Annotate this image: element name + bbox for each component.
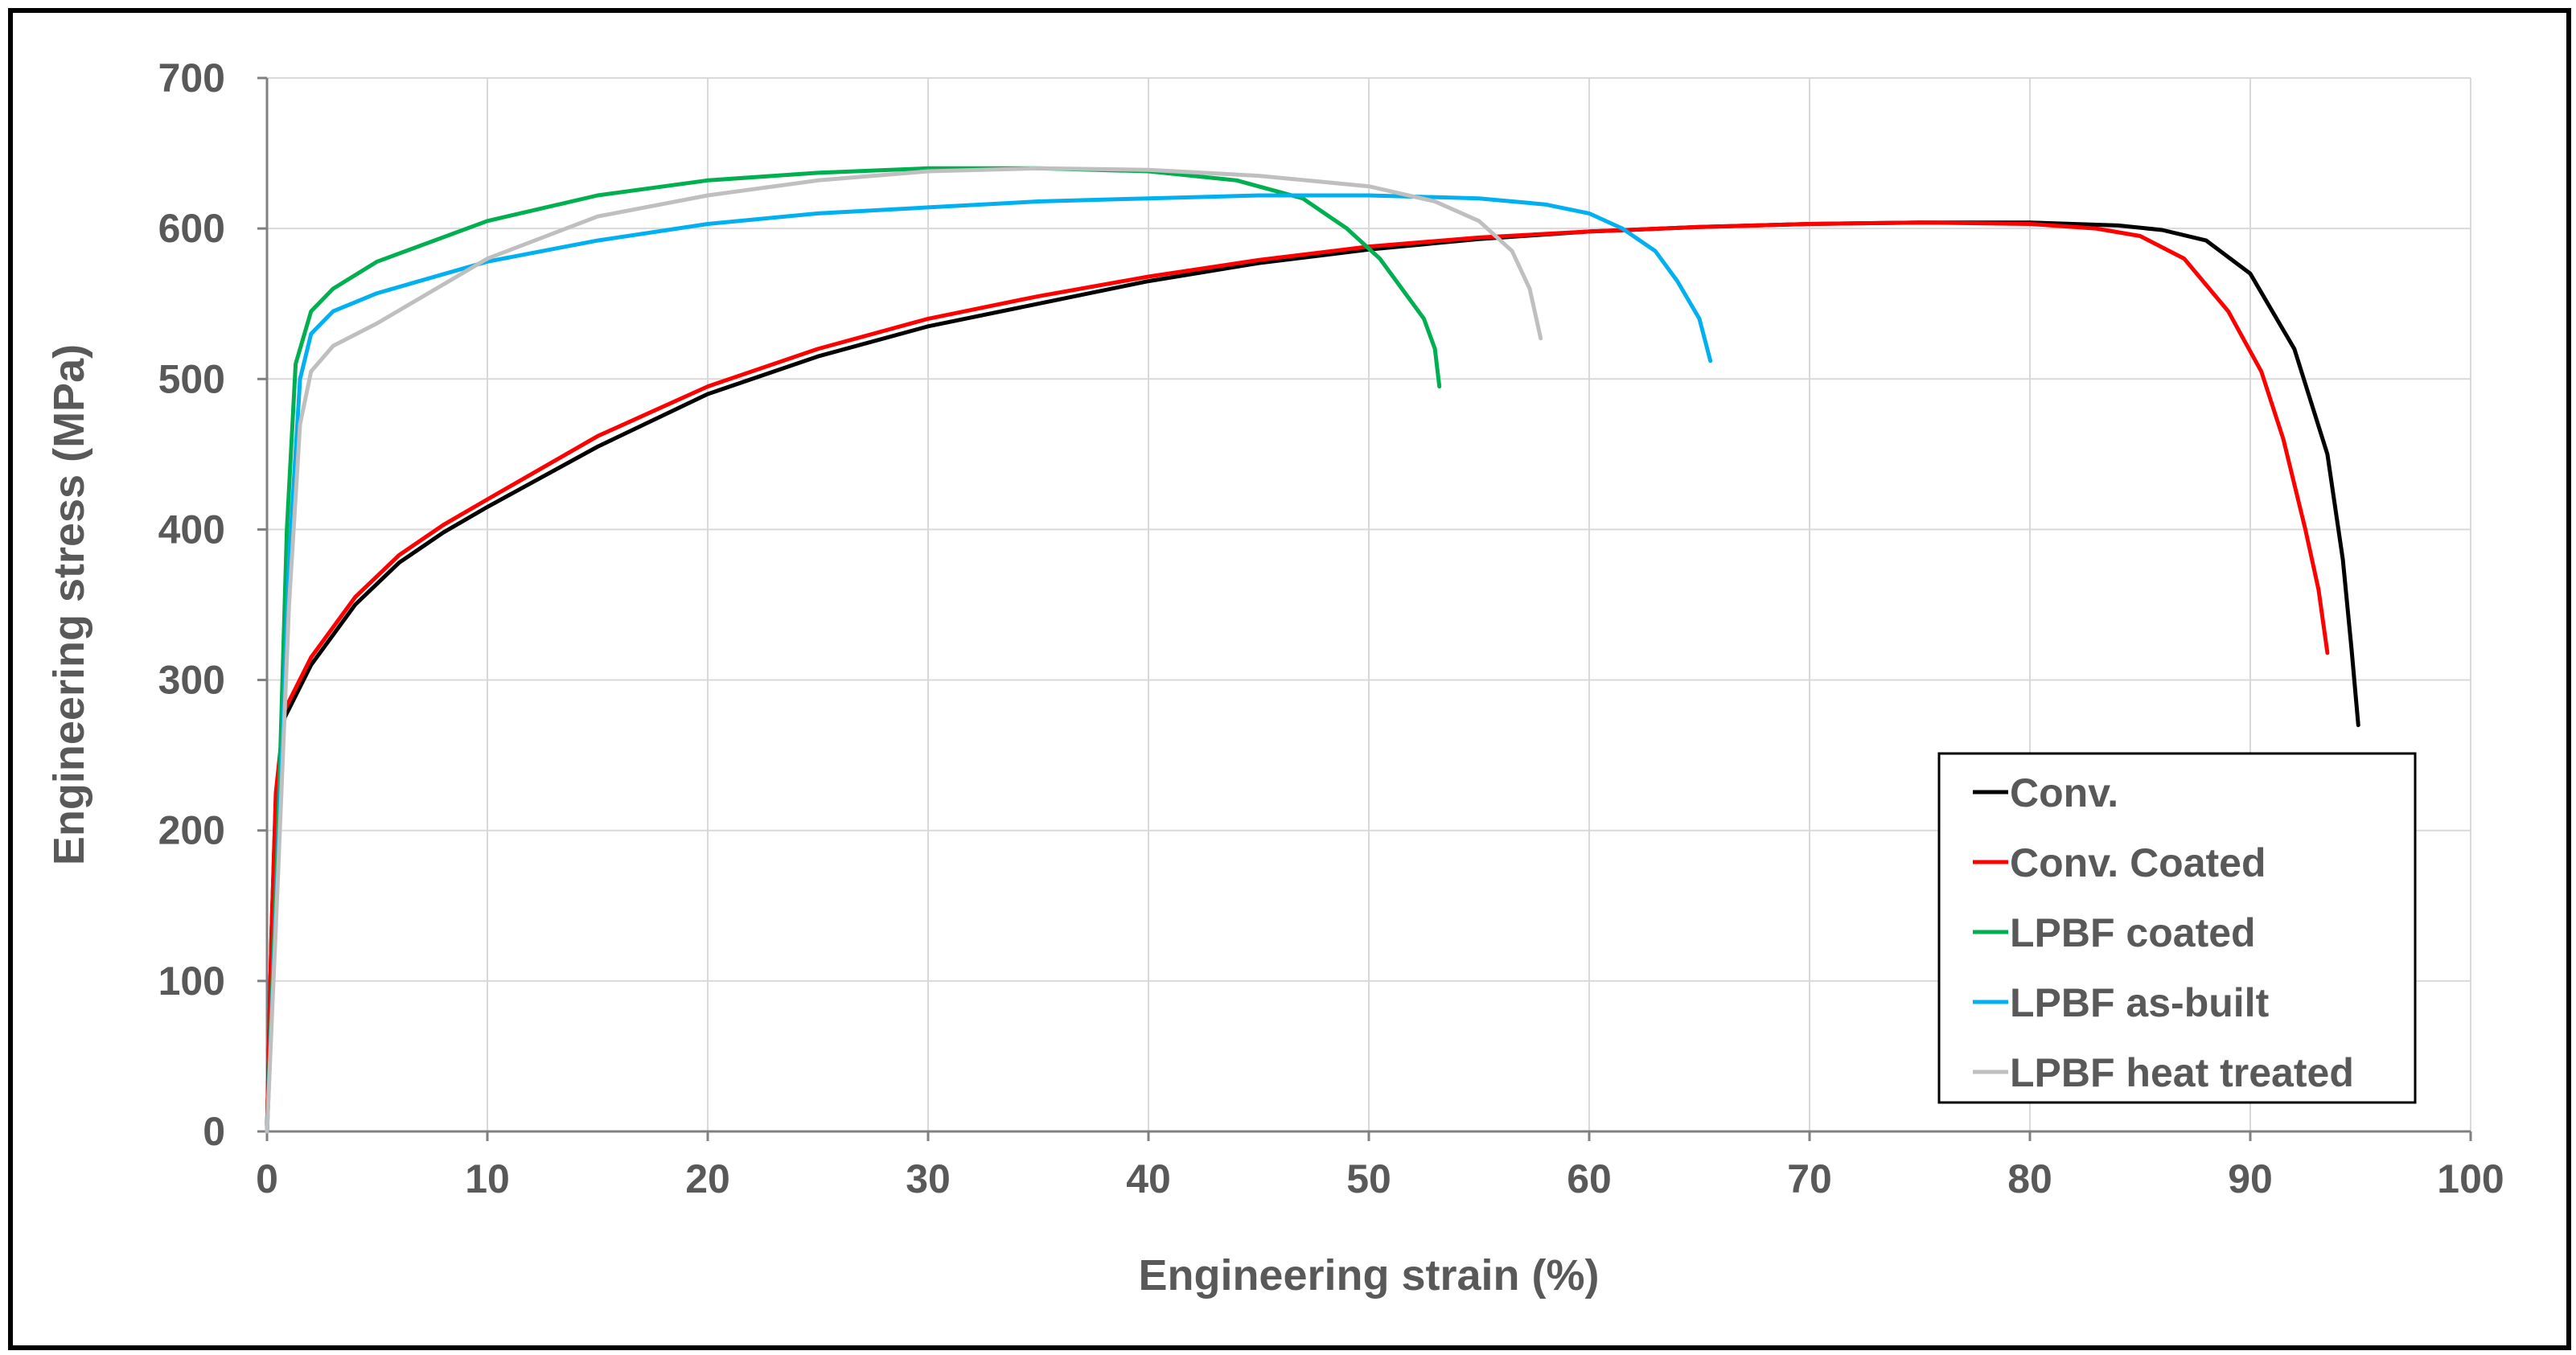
legend-box xyxy=(1937,752,2417,1104)
x-tick-label: 70 xyxy=(1787,1156,1832,1201)
chart-frame: 0 10 20 30 40 50 60 70 80 90 100 0 100 200 300 400 500 60… xyxy=(8,8,2571,1350)
y-tick-label: 200 xyxy=(158,808,225,853)
x-tick-label: 50 xyxy=(1346,1156,1391,1201)
y-tick-label: 100 xyxy=(158,959,225,1004)
x-tick-label: 80 xyxy=(2007,1156,2052,1201)
legend-label: LPBF heat treated xyxy=(2010,1050,2354,1095)
x-tick-label: 10 xyxy=(465,1156,510,1201)
stress-strain-chart: 0 10 20 30 40 50 60 70 80 90 100 0 100 200 300 400 500 60… xyxy=(45,55,2504,1300)
legend-label: LPBF as-built xyxy=(2010,980,2270,1025)
series-line-conv-coated xyxy=(265,220,2330,1134)
x-tick-label: 100 xyxy=(2437,1156,2504,1201)
x-tick-label: 0 xyxy=(256,1156,278,1201)
series-line-lpbf-as-built xyxy=(265,193,1713,1134)
gridlines xyxy=(267,77,2471,1131)
y-tick-label: 700 xyxy=(158,55,225,101)
x-tick-label: 90 xyxy=(2228,1156,2273,1201)
tick-labels: 0 10 20 30 40 50 60 70 80 90 100 0 100 200 300 400 500 60… xyxy=(158,55,2504,1201)
y-axis-title: Engineering stress (MPa) xyxy=(45,344,93,865)
y-tick-label: 300 xyxy=(158,658,225,703)
series-line-lpbf-coated xyxy=(265,166,1442,1134)
legend: Conv. Conv. Coated LPBF coated LPBF as-buil… xyxy=(1937,752,2417,1104)
y-tick-label: 400 xyxy=(158,507,225,552)
y-tick-label: 0 xyxy=(203,1109,225,1154)
series-line-lpbf-heat-treated xyxy=(265,166,1543,1134)
legend-label: LPBF coated xyxy=(2010,910,2256,955)
legend-label: Conv. Coated xyxy=(2010,840,2266,885)
axes xyxy=(257,76,2472,1141)
y-tick-label: 600 xyxy=(158,206,225,251)
series-line-conv xyxy=(265,220,2360,1134)
y-tick-label: 500 xyxy=(158,356,225,401)
x-tick-label: 20 xyxy=(685,1156,730,1201)
x-tick-label: 40 xyxy=(1126,1156,1171,1201)
legend-label: Conv. xyxy=(2010,770,2118,815)
x-tick-label: 30 xyxy=(906,1156,951,1201)
series-lines xyxy=(265,166,2360,1134)
x-tick-label: 60 xyxy=(1567,1156,1612,1201)
x-axis-title: Engineering strain (%) xyxy=(1138,1251,1599,1300)
